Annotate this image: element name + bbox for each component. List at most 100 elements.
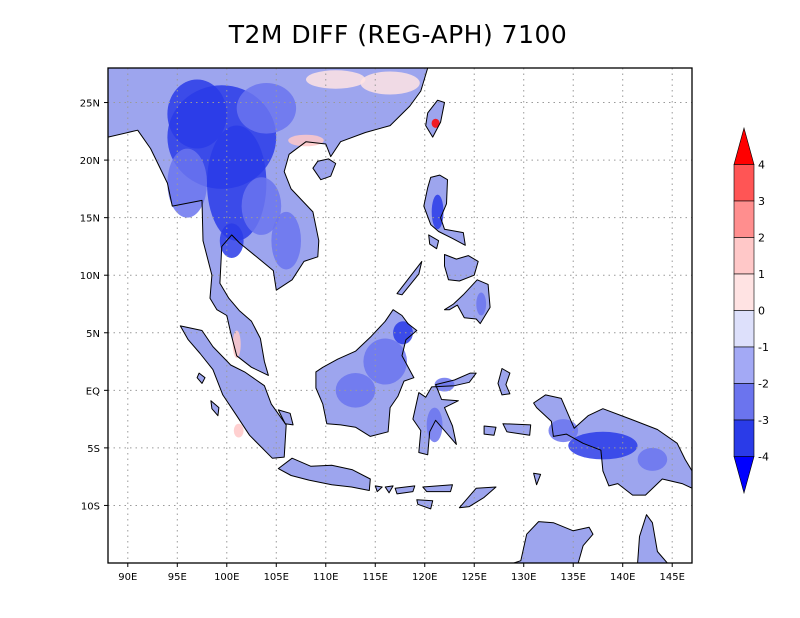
land-visayas	[444, 254, 479, 281]
anomaly-patch	[236, 83, 297, 134]
coastlines	[108, 68, 692, 563]
latitude-tick-labels: 25N 20N 15N 10N 5N EQ 5S 10S	[80, 99, 108, 512]
land-hainan	[312, 158, 336, 180]
coastline-mindanao	[444, 279, 491, 325]
colorbar-label: 2	[758, 232, 765, 245]
land-sumba	[416, 499, 433, 509]
coastline-sulawesi	[412, 372, 477, 456]
lat-tick-label: 25N	[80, 99, 100, 110]
coastline-tanimbar	[533, 472, 542, 486]
colorbar-bin	[733, 310, 755, 348]
colorbar-label: 4	[758, 159, 765, 172]
lat-tick-label: 20N	[80, 156, 100, 167]
coastline-flores	[422, 484, 453, 493]
anomaly-patch	[637, 447, 668, 471]
longitude-tick-labels: 90E 95E 100E 105E 110E 115E 120E 125E 130E 135E 14…	[118, 563, 685, 583]
lon-tick-label: 100E	[214, 572, 239, 583]
colorbar: 4 3 2 1 0 -1 -2 -3 -4	[733, 126, 769, 495]
coastline-newguinea	[533, 394, 692, 496]
colorbar-bin	[733, 273, 755, 311]
anomaly-patch	[476, 292, 487, 316]
coastline-nias	[196, 372, 206, 384]
lon-tick-label: 135E	[561, 572, 586, 583]
land-bangka	[278, 409, 294, 425]
lon-tick-label: 145E	[660, 572, 685, 583]
anomaly-patch	[426, 407, 443, 443]
anomaly-patch	[219, 223, 244, 258]
coastline-capeyork	[637, 514, 668, 563]
coastline-visayas	[444, 254, 479, 282]
land-taiwan	[425, 100, 445, 138]
colorbar-bin	[733, 383, 755, 421]
land-luzon	[423, 175, 466, 246]
coastline-borneo	[315, 309, 418, 437]
lon-tick-label: 140E	[610, 572, 635, 583]
coastline-mentawai	[210, 400, 220, 417]
coastline-australia	[513, 521, 594, 563]
lon-tick-label: 105E	[264, 572, 289, 583]
colorbar-bin	[733, 200, 755, 238]
coastline-buru	[483, 425, 497, 436]
lat-tick-label: 15N	[80, 214, 100, 225]
anomaly-patch	[431, 194, 444, 230]
coastline-timor	[458, 486, 497, 509]
land-tanimbar	[533, 473, 541, 485]
anomaly-patch	[306, 70, 366, 89]
colorbar-bin	[733, 419, 755, 457]
land-java	[278, 458, 371, 491]
coastline-mainland	[108, 68, 429, 376]
land-mindoro	[428, 234, 439, 249]
lon-tick-label: 110E	[313, 572, 338, 583]
colorbar-label: 3	[758, 195, 765, 208]
anomaly-patch	[271, 211, 302, 270]
coastline-sumbawa	[394, 485, 416, 495]
coastline-sumba	[416, 499, 434, 510]
colorbar-label: 1	[758, 268, 765, 281]
anomaly-patch	[568, 431, 638, 460]
lat-tick-label: 10S	[81, 501, 100, 512]
lon-tick-label: 95E	[168, 572, 187, 583]
land-sumatra	[180, 325, 287, 459]
map-plot-area	[108, 68, 692, 563]
colorbar-triangle-max	[733, 126, 755, 165]
land-timor	[459, 487, 496, 508]
anomaly-patch	[232, 330, 241, 359]
land-shading	[108, 68, 692, 563]
colorbar-bin	[733, 164, 755, 202]
colorbar-triangle-min	[733, 456, 755, 495]
map-frame	[107, 67, 693, 564]
coastline-java	[277, 457, 371, 491]
land-mentawai	[210, 400, 219, 416]
lon-tick-label: 130E	[511, 572, 536, 583]
anomaly-patch	[167, 79, 227, 149]
colorbar-label: -2	[758, 378, 769, 391]
coastline-seram	[502, 423, 532, 436]
colorbar-label: 0	[758, 305, 765, 318]
lon-tick-label: 90E	[118, 572, 137, 583]
land-capeyork	[637, 514, 668, 563]
lat-tick-label: EQ	[86, 386, 100, 397]
coastline-bangka	[277, 409, 294, 426]
colorbar-label: -3	[758, 414, 769, 427]
anomaly-patch	[233, 423, 244, 438]
coastline-halmahera	[497, 368, 511, 396]
coastline-lesser1	[374, 485, 383, 493]
lon-tick-label: 120E	[412, 572, 437, 583]
lat-tick-label: 10N	[80, 271, 100, 282]
colorbar-label: -4	[758, 451, 769, 464]
colorbar-bin	[733, 237, 755, 275]
lat-tick-label: 5S	[87, 444, 100, 455]
map-title: T2M DIFF (REG-APH) 7100	[228, 20, 568, 49]
lon-tick-label: 115E	[363, 572, 388, 583]
colorbar-bin	[733, 346, 755, 384]
anomaly-patch	[167, 148, 207, 218]
land-halmahera	[498, 368, 510, 395]
anomaly-patch	[431, 118, 440, 128]
lon-tick-label: 125E	[462, 572, 487, 583]
coastline-luzon	[423, 174, 466, 246]
coastline-lesser2	[384, 485, 394, 494]
coastline-sumatra	[179, 325, 287, 459]
anomaly-patch	[360, 71, 420, 95]
land-buru	[484, 426, 496, 436]
